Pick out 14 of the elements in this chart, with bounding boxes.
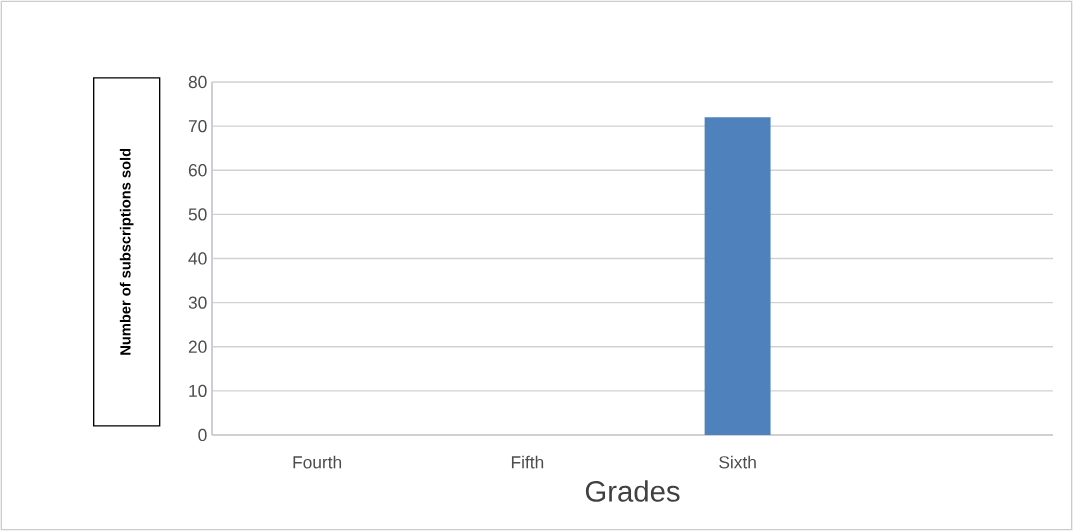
- x-axis-title: Grades: [585, 480, 680, 502]
- y-tick-label: 30: [188, 296, 207, 309]
- y-tick-label: 60: [188, 164, 207, 177]
- x-tick-label: Fourth: [293, 455, 342, 469]
- y-tick-label: 70: [188, 119, 207, 133]
- y-tick-label: 80: [188, 75, 207, 89]
- y-tick-label: 40: [188, 252, 207, 265]
- x-tick-label: Fifth: [511, 455, 544, 469]
- y-tick-label: 0: [198, 428, 207, 442]
- y-tick-label: 10: [189, 384, 207, 397]
- y-tick-label: 20: [188, 340, 207, 353]
- x-tick-label: Sixth: [719, 455, 756, 469]
- y-axis-title: Number of subscriptions sold: [119, 148, 134, 355]
- y-tick-label: 50: [188, 208, 207, 221]
